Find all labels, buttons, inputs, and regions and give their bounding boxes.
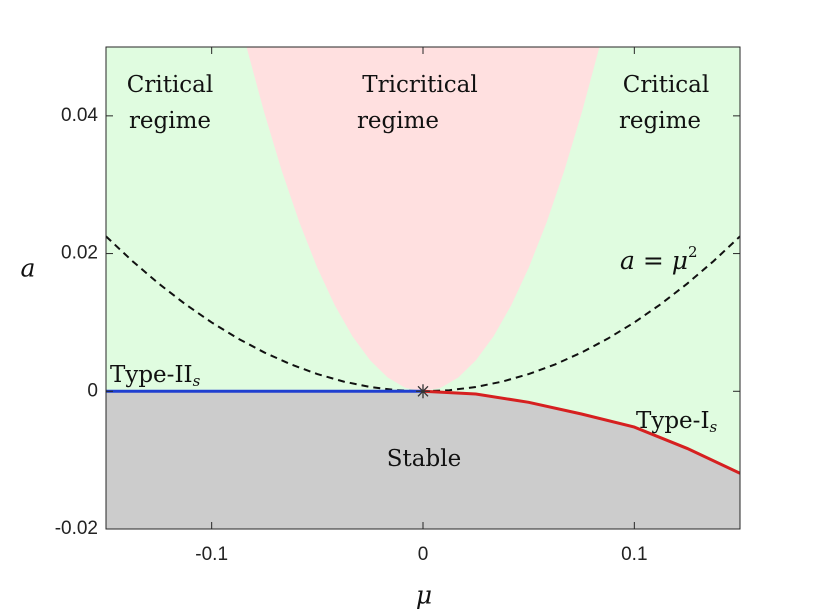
annotation-text: Tricritical [362, 72, 477, 98]
annotation: Critical [623, 72, 710, 98]
annotation: Tricritical [362, 72, 477, 98]
y-tick-label: -0.02 [55, 518, 98, 539]
y-tick-label: 0 [87, 380, 98, 401]
y-tick-label: 0.02 [61, 243, 98, 264]
annotation-text: Critical [127, 72, 214, 98]
annotation-text: a = μ [620, 246, 688, 275]
marker-stroke [417, 385, 429, 397]
annotation-text: regime [129, 108, 211, 134]
x-tick-label: 0 [418, 544, 429, 565]
annotation: Type-IIs [110, 362, 201, 390]
annotation-text: Type-I [636, 408, 710, 434]
marker [416, 384, 430, 399]
annotation: a = μ2 [620, 243, 698, 275]
annotation-text: regime [619, 108, 701, 134]
plot [106, 47, 740, 529]
annotation-subscript: s [193, 372, 201, 390]
y-axis-label: a [21, 254, 36, 283]
annotation: Critical [127, 72, 214, 98]
annotation: regime [619, 108, 701, 134]
x-tick-label: 0.1 [621, 544, 647, 565]
stable-region [106, 391, 740, 529]
curve [422, 389, 740, 475]
annotation-text: Critical [623, 72, 710, 98]
annotation-text: regime [357, 108, 439, 134]
tricritical-region [246, 47, 600, 392]
annotation-text: Stable [387, 446, 461, 472]
annotation: Type-Is [636, 408, 718, 436]
x-tick-label: -0.1 [195, 544, 228, 565]
annotation-subscript: s [710, 418, 718, 436]
annotation: Stable [387, 446, 461, 472]
annotation: regime [357, 108, 439, 134]
annotation: regime [129, 108, 211, 134]
annotation-superscript: 2 [688, 243, 698, 261]
x-axis-label: μ [416, 581, 432, 610]
y-tick-label: 0.04 [61, 105, 98, 126]
annotation-text: Type-II [110, 362, 193, 388]
